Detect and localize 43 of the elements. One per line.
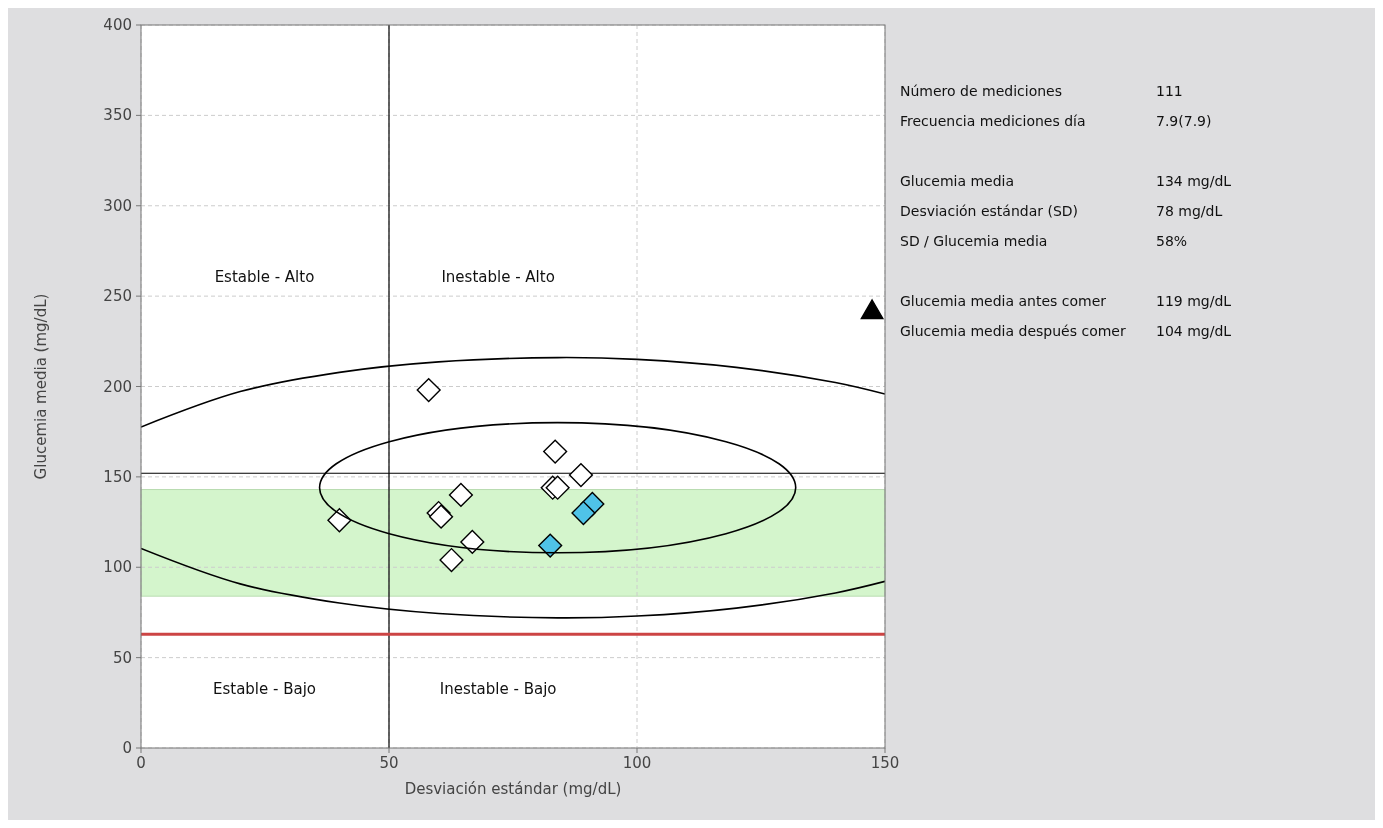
text: 111 bbox=[1156, 83, 1183, 99]
point bbox=[460, 529, 485, 555]
point bbox=[568, 462, 594, 488]
category-label: Número de mediciones bbox=[900, 83, 1062, 99]
category-label: Glucemia media después comer bbox=[900, 323, 1126, 339]
y-tick-label: 300 bbox=[103, 196, 132, 215]
point bbox=[416, 378, 441, 403]
x-axis-title: Desviación estándar (mg/dL) bbox=[404, 780, 622, 798]
text: 104 mg/dL bbox=[1156, 323, 1232, 339]
category-label: Frecuencia mediciones día bbox=[900, 113, 1086, 129]
annotation: Estable - Bajo bbox=[212, 679, 317, 698]
y-tick-label: 0 bbox=[122, 739, 132, 757]
point bbox=[448, 482, 474, 508]
category-label: SD / Glucemia media bbox=[900, 233, 1048, 249]
x-tick-label: 150 bbox=[870, 754, 900, 772]
point bbox=[327, 508, 352, 533]
x-tick-label: 0 bbox=[136, 754, 146, 772]
y-tick-label: 50 bbox=[112, 648, 132, 667]
category-label: Glucemia media antes comer bbox=[900, 293, 1107, 309]
x-tick-label: 50 bbox=[379, 754, 399, 772]
text: 134 mg/dL bbox=[1156, 173, 1232, 189]
annotation: Estable - Alto bbox=[214, 267, 315, 286]
point bbox=[538, 533, 563, 558]
point bbox=[545, 475, 570, 500]
text: 78 mg/dL bbox=[1156, 203, 1223, 219]
y-tick-label: 200 bbox=[103, 377, 132, 396]
y-tick-label: 400 bbox=[103, 16, 132, 34]
y-tick-label: 250 bbox=[103, 287, 132, 306]
y-tick-label: 150 bbox=[103, 467, 132, 486]
y-tick-label: 350 bbox=[103, 106, 132, 125]
text: 7.9(7.9) bbox=[1156, 113, 1212, 129]
text: 119 mg/dL bbox=[1156, 293, 1232, 309]
annotation: Inestable - Alto bbox=[441, 267, 555, 286]
point bbox=[439, 547, 464, 573]
category-label: Desviación estándar (SD) bbox=[900, 203, 1079, 219]
annotation: Inestable - Bajo bbox=[439, 679, 557, 698]
point bbox=[543, 439, 568, 464]
text: 58% bbox=[1156, 233, 1188, 249]
x-tick-label: 100 bbox=[622, 754, 652, 772]
y-tick-label: 100 bbox=[103, 558, 132, 577]
category-label: Glucemia media bbox=[900, 173, 1015, 189]
point bbox=[571, 500, 596, 526]
y-axis-title: Glucemia media (mg/dL) bbox=[32, 293, 50, 480]
